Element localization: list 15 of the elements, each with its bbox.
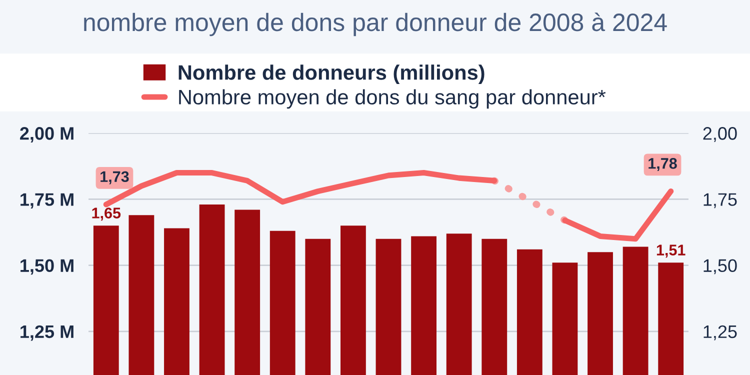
legend-label: Nombre moyen de dons du sang par donneur*: [179, 89, 606, 109]
y-tick-label: 1,75 M: [20, 193, 74, 209]
y2-tick-label: 1,25: [704, 325, 737, 340]
data-label: 1,73: [100, 171, 129, 184]
legend-label: Nombre de donneurs (millions): [178, 64, 484, 84]
y2-tick-label: 2,00: [703, 127, 737, 142]
data-label: 1,78: [648, 158, 677, 172]
y2-tick-label: 1,75: [704, 193, 737, 208]
y-tick-label: 1,25 M: [20, 325, 74, 341]
y-tick-label: 2,00 M: [20, 127, 74, 142]
y-tick-label: 1,50 M: [20, 259, 74, 275]
y2-tick-label: 1,50: [704, 259, 737, 274]
chart-title: nombre moyen de dons par donneur de 2008 à 2024: [84, 12, 667, 36]
data-label: 1,51: [656, 244, 686, 258]
data-label: 1,65: [92, 208, 121, 221]
